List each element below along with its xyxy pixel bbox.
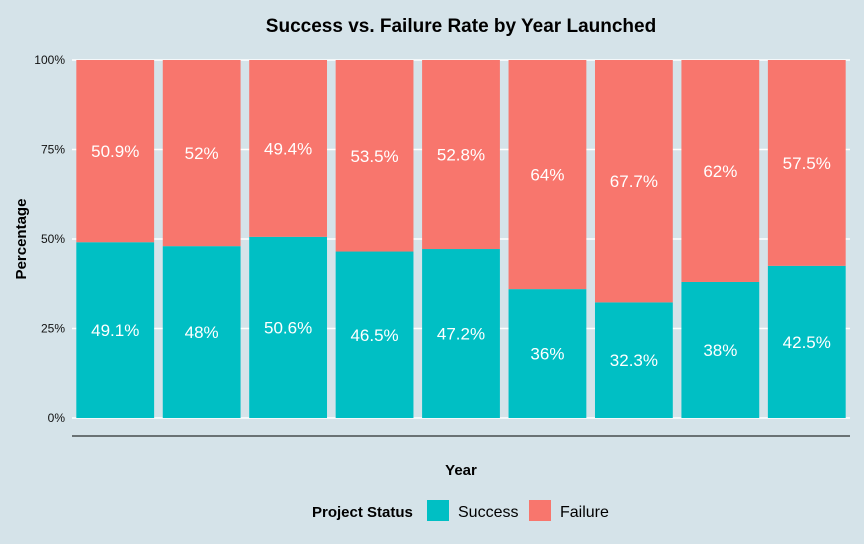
legend-swatch-success [427,500,449,521]
bar-failure [681,60,760,282]
bar-success [249,236,328,418]
bar-label-success: 49.1% [91,321,139,340]
bar-label-failure: 52% [185,144,219,163]
bar-label-failure: 57.5% [783,154,831,173]
y-tick-label: 50% [41,232,65,246]
legend-title: Project Status [312,504,413,521]
bar-failure [76,60,155,243]
y-axis-title: Percentage [13,199,30,280]
bar-label-failure: 64% [530,166,564,185]
bar-success [76,242,155,418]
legend: Project Status Success Failure [312,500,609,521]
bar-success [422,249,500,418]
bar-label-failure: 52.8% [437,146,485,165]
bar-label-success: 32.3% [610,351,658,370]
y-axis-ticks: 0% 25% 50% 75% 100% [34,53,65,425]
y-tick-label: 100% [34,53,65,67]
bar-success [767,265,846,418]
y-tick-label: 25% [41,322,65,336]
bar-labels: 49.1% 50.9% 48% 52% 50.6% 49.4% 46.5% 53.5% 47.2… [91,139,831,370]
legend-swatch-failure [529,500,551,521]
bar-label-failure: 50.9% [91,142,139,161]
bar-label-success: 36% [530,345,564,364]
bar-success [681,281,760,418]
chart-title: Success vs. Failure Rate by Year Launche… [266,16,656,37]
bar-label-failure: 62% [703,162,737,181]
x-axis-title: Year [445,462,477,479]
y-tick-label: 75% [41,143,65,157]
bar-label-failure: 53.5% [350,147,398,166]
bar-failure [335,60,414,252]
bar-label-success: 50.6% [264,318,312,337]
bar-label-success: 48% [185,323,219,342]
bar-failure [249,60,328,237]
bar-label-success: 38% [703,341,737,360]
bars [76,60,846,418]
bar-label-failure: 49.4% [264,139,312,158]
bar-label-success: 42.5% [783,333,831,352]
bar-success [335,251,414,418]
bar-success [594,302,673,418]
y-tick-label: 0% [48,411,66,425]
bar-failure [594,60,673,303]
legend-label-success: Success [458,504,518,521]
bar-failure [508,60,587,290]
bar-success [508,289,587,418]
bar-failure [767,60,846,266]
legend-label-failure: Failure [560,504,609,521]
bar-label-success: 47.2% [437,325,485,344]
bar-label-failure: 67.7% [610,172,658,191]
bar-success [162,246,241,418]
bar-failure [422,60,500,250]
bar-failure [162,60,241,247]
bar-label-success: 46.5% [350,326,398,345]
